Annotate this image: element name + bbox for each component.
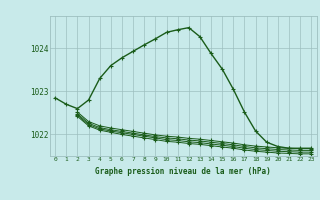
- X-axis label: Graphe pression niveau de la mer (hPa): Graphe pression niveau de la mer (hPa): [95, 167, 271, 176]
